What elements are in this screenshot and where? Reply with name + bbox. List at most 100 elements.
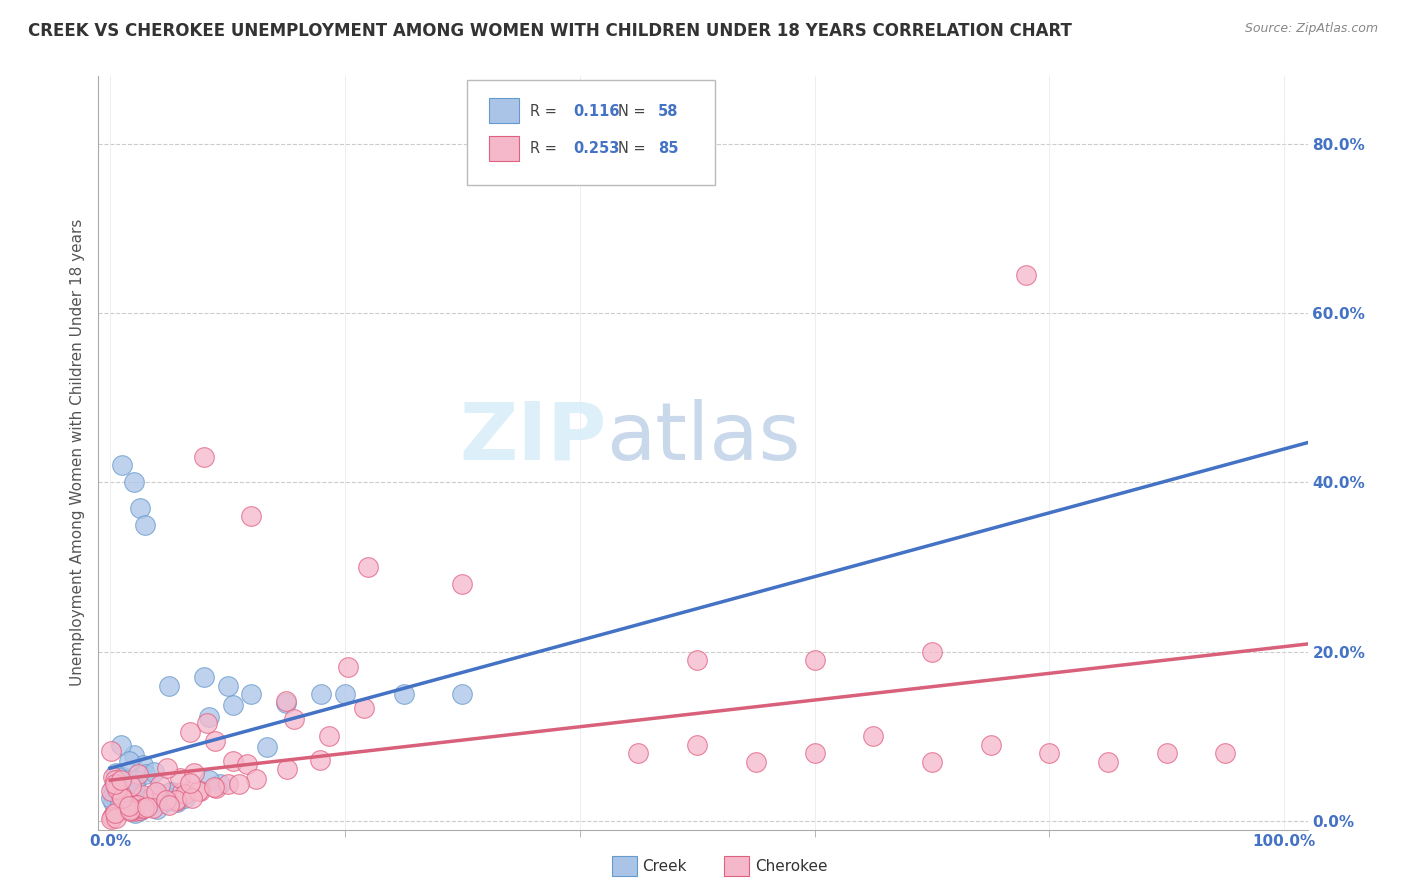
Point [118,798,141,813]
Point [197,773,219,788]
Point [921,755,943,769]
Point [110,772,132,787]
Point [276,696,298,710]
Point [166,795,188,809]
Point [159,785,181,799]
FancyBboxPatch shape [489,136,519,161]
Point [118,803,141,817]
Point [155,792,177,806]
Point [110,738,132,752]
Point [1156,747,1178,761]
Point [100,791,122,805]
Text: 85: 85 [658,142,679,156]
Point [120,796,142,810]
Point [336,660,359,674]
Point [118,804,141,818]
Text: 0.116: 0.116 [574,103,620,119]
Point [149,778,172,792]
Point [1015,268,1038,282]
Point [165,793,187,807]
Point [100,812,122,826]
Point [392,687,415,701]
Point [128,500,150,515]
Text: CREEK VS CHEROKEE UNEMPLOYMENT AMONG WOMEN WITH CHILDREN UNDER 18 YEARS CORRELAT: CREEK VS CHEROKEE UNEMPLOYMENT AMONG WOM… [28,22,1071,40]
Point [134,767,156,781]
Text: Cherokee: Cherokee [755,859,828,873]
Point [125,797,148,812]
Point [122,475,145,490]
Point [276,762,298,776]
Point [357,560,380,574]
Point [142,801,165,815]
Point [122,747,145,762]
Point [204,733,226,747]
Point [104,805,127,820]
Point [862,730,884,744]
Point [127,804,149,818]
Point [221,754,243,768]
Point [132,788,155,802]
Point [124,804,146,818]
Point [129,803,152,817]
Point [111,458,134,473]
Point [129,803,152,817]
Point [143,764,166,779]
Point [236,757,259,772]
Point [104,773,127,788]
Point [980,738,1002,752]
Point [256,740,278,755]
Point [159,797,181,812]
Point [111,792,134,806]
FancyBboxPatch shape [467,79,716,186]
Point [157,679,180,693]
Point [180,791,202,805]
Point [451,577,474,591]
Point [188,784,211,798]
Point [100,744,122,758]
Point [1038,747,1060,761]
Point [745,755,768,769]
Point [195,715,218,730]
Point [120,802,142,816]
Point [103,788,125,802]
Point [108,795,131,809]
Text: 0.253: 0.253 [574,142,620,156]
Point [120,779,142,793]
Point [104,777,127,791]
Point [152,796,174,810]
Point [117,794,139,808]
Point [169,772,191,786]
Point [451,687,474,701]
Text: Source: ZipAtlas.com: Source: ZipAtlas.com [1244,22,1378,36]
Point [217,679,239,693]
Point [333,687,356,701]
Point [114,795,136,809]
Point [172,785,194,799]
Point [276,693,298,707]
Point [118,754,141,768]
Point [174,790,197,805]
Text: ZIP: ZIP [458,399,606,476]
Point [156,790,179,805]
Point [103,807,125,822]
Y-axis label: Unemployment Among Women with Children Under 18 years: Unemployment Among Women with Children U… [69,219,84,686]
Point [311,687,333,701]
Text: N =: N = [619,142,645,156]
Point [183,766,205,780]
Point [107,781,129,796]
Point [156,761,179,775]
Point [103,780,125,795]
FancyBboxPatch shape [489,98,519,123]
Point [283,712,305,726]
Point [112,770,135,784]
Text: atlas: atlas [606,399,800,476]
Point [131,801,153,815]
Point [128,793,150,807]
Point [627,747,650,761]
Point [118,800,141,814]
Point [803,747,825,761]
Point [205,780,228,795]
Point [132,800,155,814]
Point [124,779,146,793]
Point [353,700,375,714]
